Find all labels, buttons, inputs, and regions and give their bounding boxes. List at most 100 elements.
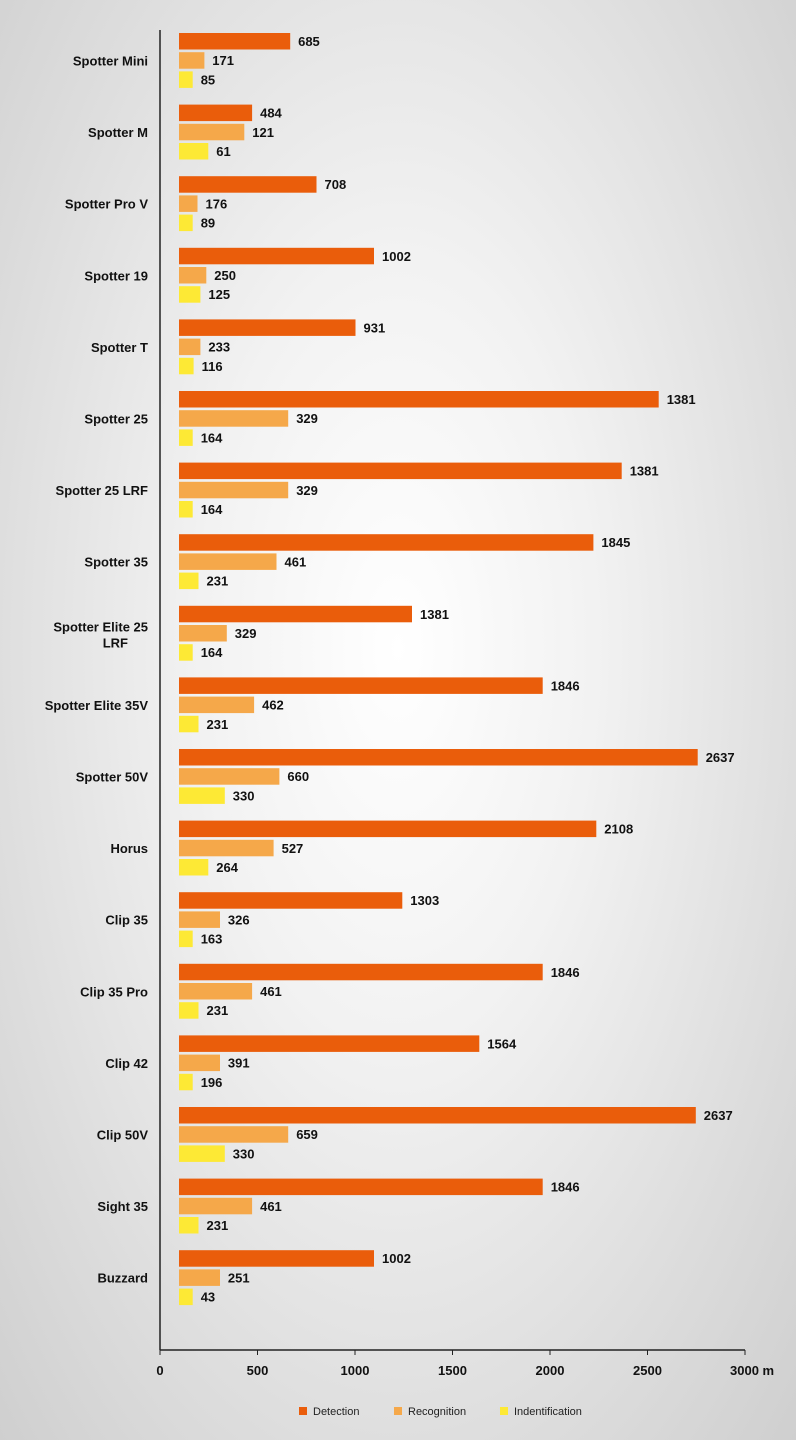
value-label-spotter-mini-recognition: 171 [212, 53, 234, 68]
value-label-spotter-25-detection: 1381 [667, 392, 696, 407]
value-label-spotter-elite-25-lrf-detection: 1381 [420, 607, 449, 622]
category-label-horus: Horus [110, 841, 148, 856]
value-label-spotter-t-indentification: 116 [202, 359, 223, 374]
value-label-spotter-pro-v-recognition: 176 [206, 196, 228, 211]
category-label-spotter-elite-35v: Spotter Elite 35V [45, 698, 149, 713]
value-label-horus-indentification: 264 [216, 860, 238, 875]
bar-clip-35-detection [179, 892, 403, 909]
bar-spotter-25-indentification [179, 429, 193, 446]
value-label-spotter-19-detection: 1002 [382, 249, 411, 264]
value-label-spotter-elite-25-lrf-indentification: 164 [201, 645, 223, 660]
value-label-sight-35-detection: 1846 [551, 1180, 580, 1195]
bar-horus-detection [179, 820, 597, 838]
bar-spotter-t-recognition [179, 338, 201, 356]
legend-label-detection: Detection [313, 1406, 359, 1418]
bar-sight-35-indentification [179, 1217, 199, 1234]
category-labels: Spotter Mini Spotter M Spotter Pro V Spotte… [45, 53, 149, 1285]
value-label-spotter-elite-25-lrf-recognition: 329 [235, 626, 257, 641]
bar-spotter-elite-25-lrf-recognition [179, 625, 227, 642]
value-label-clip-42-detection: 1564 [487, 1036, 517, 1051]
bar-spotter-35-detection [179, 534, 594, 551]
value-label-horus-detection: 2108 [604, 822, 633, 837]
bar-spotter-t-indentification [179, 357, 194, 375]
bar-spotter-elite-25-lrf-indentification [179, 644, 193, 661]
value-label-spotter-pro-v-detection: 708 [325, 177, 347, 192]
category-label-spotter-25-lrf: Spotter 25 LRF [56, 483, 149, 498]
value-label-clip-42-recognition: 391 [228, 1056, 250, 1071]
value-label-spotter-t-detection: 931 [364, 320, 386, 335]
value-label-spotter-35-recognition: 461 [285, 554, 307, 569]
bar-spotter-35-recognition [179, 553, 277, 570]
bar-clip-35-pro-detection [179, 963, 543, 981]
value-label-clip-35-pro-recognition: 461 [260, 984, 282, 999]
value-label-clip-42-indentification: 196 [201, 1075, 223, 1090]
bar-horus-indentification [179, 859, 209, 876]
bar-spotter-25-lrf-detection [179, 462, 622, 480]
bar-spotter-25-lrf-indentification [179, 501, 193, 518]
value-label-horus-recognition: 527 [282, 841, 304, 856]
value-label-spotter-mini-indentification: 85 [201, 72, 215, 87]
value-label-clip-50v-detection: 2637 [704, 1108, 733, 1123]
bar-spotter-19-indentification [179, 286, 201, 303]
category-label-spotter-t: Spotter T [91, 340, 148, 355]
x-tick-label-1500: 1500 [438, 1363, 467, 1378]
value-label-spotter-25-indentification: 164 [201, 430, 223, 445]
bar-sight-35-recognition [179, 1197, 253, 1215]
category-label-spotter-m: Spotter M [88, 125, 148, 140]
x-tick-label-500: 500 [247, 1363, 269, 1378]
bar-clip-35-indentification [179, 930, 193, 948]
value-label-spotter-mini-detection: 685 [298, 34, 320, 49]
bars-group: 685 171 85 484 121 61 708 176 89 1002 250 125 931 233… [179, 33, 735, 1306]
value-label-spotter-t-recognition: 233 [208, 340, 230, 355]
bar-spotter-elite-35v-indentification [179, 715, 199, 733]
bar-spotter-mini-recognition [179, 52, 205, 69]
value-label-spotter-elite-35v-indentification: 231 [207, 717, 229, 732]
value-label-spotter-35-detection: 1845 [601, 535, 630, 550]
bar-horus-recognition [179, 839, 274, 857]
bar-clip-35-pro-recognition [179, 983, 253, 1000]
value-label-spotter-35-indentification: 231 [207, 574, 229, 589]
legend-swatch-recognition [394, 1407, 402, 1415]
bar-clip-50v-indentification [179, 1145, 225, 1162]
legend-swatch-detection [299, 1407, 307, 1415]
x-tick-label-1000: 1000 [341, 1363, 370, 1378]
value-label-clip-35-recognition: 326 [228, 912, 250, 927]
bar-spotter-pro-v-indentification [179, 214, 193, 232]
legend-label-indentification: Indentification [514, 1406, 582, 1418]
value-label-spotter-25-lrf-recognition: 329 [296, 483, 318, 498]
value-label-spotter-50v-recognition: 660 [287, 769, 309, 784]
bar-spotter-mini-indentification [179, 71, 193, 88]
bar-spotter-50v-recognition [179, 768, 280, 785]
x-tick-label-2000: 2000 [536, 1363, 565, 1378]
value-label-spotter-19-recognition: 250 [214, 268, 236, 283]
value-label-buzzard-detection: 1002 [382, 1251, 411, 1266]
value-label-buzzard-indentification: 43 [201, 1290, 215, 1305]
category-label-spotter-35: Spotter 35 [84, 555, 148, 570]
category-label-buzzard: Buzzard [97, 1271, 148, 1286]
value-label-clip-50v-indentification: 330 [233, 1146, 255, 1161]
value-label-clip-35-indentification: 163 [201, 932, 223, 947]
value-label-spotter-m-detection: 484 [260, 106, 282, 121]
category-label-spotter-19: Spotter 19 [84, 268, 148, 283]
x-tick-label-3000: 3000 m [730, 1363, 774, 1378]
value-label-buzzard-recognition: 251 [228, 1270, 250, 1285]
bar-spotter-m-detection [179, 104, 253, 122]
category-label-spotter-25: Spotter 25 [84, 411, 148, 426]
bar-spotter-mini-detection [179, 33, 291, 50]
bar-spotter-50v-indentification [179, 787, 225, 804]
value-label-clip-50v-recognition: 659 [296, 1127, 318, 1142]
bar-clip-42-detection [179, 1035, 480, 1052]
value-label-spotter-elite-35v-recognition: 462 [262, 698, 284, 713]
value-label-spotter-50v-indentification: 330 [233, 788, 255, 803]
bar-buzzard-indentification [179, 1288, 193, 1306]
bar-spotter-35-indentification [179, 572, 199, 590]
bar-spotter-pro-v-recognition [179, 195, 198, 212]
value-label-spotter-m-recognition: 121 [252, 125, 274, 140]
legend: Detection Recognition Indentification [299, 1406, 582, 1418]
category-label-clip-50v: Clip 50V [97, 1127, 149, 1142]
value-label-spotter-19-indentification: 125 [208, 287, 230, 302]
axes: 0 500 1000 1500 2000 2500 3000 m [156, 30, 774, 1378]
value-label-spotter-m-indentification: 61 [216, 144, 230, 159]
x-tick-label-0: 0 [156, 1363, 163, 1378]
